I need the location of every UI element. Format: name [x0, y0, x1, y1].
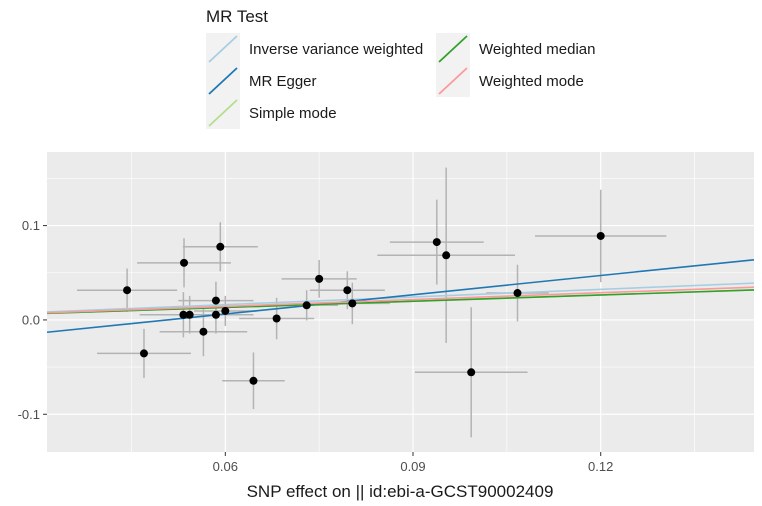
- x-tick-label: 0.09: [400, 459, 425, 474]
- data-point: [123, 286, 132, 295]
- regression-line: [46, 289, 755, 315]
- legend: MR Test Inverse variance weighted MR Egge…: [206, 7, 595, 129]
- data-point: [467, 368, 476, 377]
- y-tick-label: -0.1: [18, 407, 40, 422]
- axes: 0.06 0.09 0.12 -0.1 0.0 0.1: [18, 218, 614, 474]
- data-point: [343, 286, 352, 295]
- legend-key-line: [208, 99, 238, 127]
- y-tick-label: 0.1: [22, 218, 40, 233]
- data-point: [596, 231, 605, 240]
- data-point: [432, 238, 441, 247]
- data-point: [315, 274, 324, 283]
- x-axis-title: SNP effect on || id:ebi-a-GCST90002409: [247, 482, 554, 501]
- data-point: [211, 296, 220, 305]
- data-point: [199, 327, 208, 336]
- legend-key-line: [208, 67, 238, 95]
- legend-label: Weighted mode: [479, 73, 584, 90]
- data-point: [272, 314, 281, 323]
- data-point: [211, 310, 220, 319]
- data-points: [123, 231, 605, 385]
- legend-key-line: [208, 35, 238, 63]
- y-tick-label: 0.0: [22, 312, 40, 327]
- data-point: [442, 251, 451, 260]
- regression-line: [46, 258, 755, 334]
- data-point: [180, 258, 189, 267]
- data-point: [221, 306, 230, 315]
- legend-label: Weighted median: [479, 41, 595, 58]
- legend-key-line: [438, 67, 468, 95]
- data-point: [249, 376, 258, 385]
- legend-label: Inverse variance weighted: [249, 41, 423, 58]
- data-point: [302, 301, 311, 310]
- legend-label: MR Egger: [249, 73, 317, 90]
- x-tick-label: 0.06: [213, 459, 238, 474]
- data-point: [348, 299, 357, 308]
- data-point: [216, 242, 225, 251]
- data-point: [179, 310, 188, 319]
- data-point: [513, 289, 522, 298]
- legend-label: Simple mode: [249, 105, 337, 122]
- legend-key-line: [438, 35, 468, 63]
- x-tick-label: 0.12: [588, 459, 613, 474]
- regression-lines: [46, 258, 755, 334]
- regression-line: [46, 286, 755, 314]
- legend-title: MR Test: [206, 7, 268, 26]
- regression-line: [46, 282, 755, 313]
- data-point: [139, 349, 148, 358]
- data-point: [185, 310, 194, 319]
